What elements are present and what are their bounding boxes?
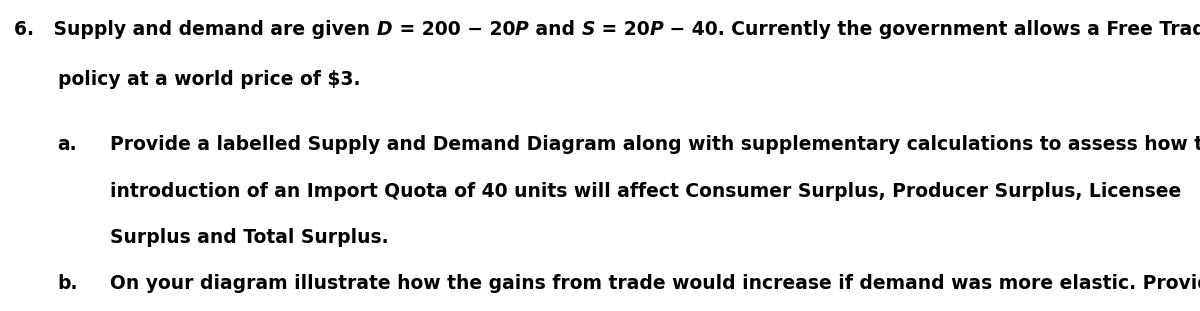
Text: Surplus and Total Surplus.: Surplus and Total Surplus.: [110, 228, 389, 247]
Text: On your diagram illustrate how the gains from trade would increase if demand was: On your diagram illustrate how the gains…: [110, 274, 1200, 293]
Text: a.: a.: [58, 135, 77, 154]
Text: 6.   Supply and demand are given: 6. Supply and demand are given: [14, 20, 377, 39]
Text: and: and: [529, 20, 581, 39]
Text: = 200 − 20: = 200 − 20: [392, 20, 515, 39]
Text: Provide a labelled Supply and Demand Diagram along with supplementary calculatio: Provide a labelled Supply and Demand Dia…: [110, 135, 1200, 154]
Text: policy at a world price of $3.: policy at a world price of $3.: [58, 70, 360, 89]
Text: D: D: [377, 20, 392, 39]
Text: = 20: = 20: [595, 20, 649, 39]
Text: b.: b.: [58, 274, 78, 293]
Text: P: P: [515, 20, 529, 39]
Text: − 40. Currently the government allows a Free Trade: − 40. Currently the government allows a …: [664, 20, 1200, 39]
Text: S: S: [581, 20, 595, 39]
Text: P: P: [649, 20, 664, 39]
Text: introduction of an Import Quota of 40 units will affect Consumer Surplus, Produc: introduction of an Import Quota of 40 un…: [110, 182, 1182, 201]
